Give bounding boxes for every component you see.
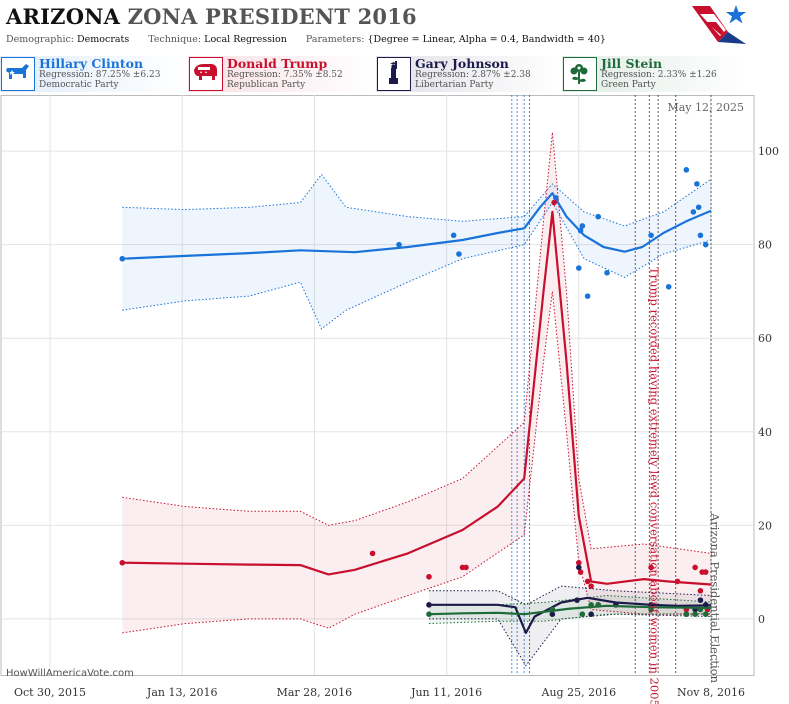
legend-item-trump: Donald Trump Regression: 7.35% ±8.52 Rep… [188, 56, 374, 92]
donald-trumppoll-point [369, 550, 376, 557]
hillary-clintonpoll-point [579, 223, 586, 229]
gary-johnsonlower-bound [429, 613, 712, 667]
hillary-clintonpoll-point [665, 283, 672, 290]
date-stamp: May 12, 2025 [667, 101, 744, 114]
hillary-clintonpoll-point [690, 209, 697, 215]
legend-item-clinton: Hillary Clinton Regression: 87.25% ±6.23… [0, 56, 186, 92]
annotation-label: Arizona Presidential Election [708, 512, 722, 684]
hillary-clintonpoll-point [648, 232, 654, 239]
jill-steinlower-bound [428, 613, 712, 624]
hillary-clintonlower-bound [122, 201, 712, 330]
donald-trumppoll-point [648, 564, 654, 571]
x-tick-label: Nov 8, 2016 [677, 686, 745, 699]
donald-trumppoll-point [692, 564, 698, 571]
gary-johnsonupper-bound [429, 585, 712, 606]
hillary-clintonpoll-point [595, 213, 601, 220]
hillary-clintonpoll-point [683, 167, 690, 173]
donald-trumppoll-point [584, 578, 591, 585]
legend-item-johnson: Gary Johnson Regression: 2.87% ±2.38 Lib… [376, 56, 562, 92]
hillary-clintonpoll-point [702, 241, 709, 248]
site-credit: HowWillAmericaVote.com [6, 668, 134, 679]
donald-trumpconfidence-band [122, 132, 712, 633]
donald-trumppoll-point [576, 559, 582, 566]
gary-johnsonpoll-point [574, 597, 580, 603]
donald-trumppoll-point [577, 569, 584, 575]
gary-johnsonpoll-point [426, 602, 432, 608]
x-tick-label: Mar 28, 2016 [277, 686, 353, 699]
donald-trumppoll-point [674, 578, 681, 585]
jill-steinpoll-point [692, 611, 698, 617]
gary-johnsontrend-line [429, 596, 712, 634]
y-tick-label: 80 [758, 239, 772, 252]
statue-of-liberty-icon [377, 57, 411, 91]
x-tick-label: Oct 30, 2015 [14, 686, 86, 699]
polling-chart: 0 20 40 60 80 100 Oct 30, 2015 Jan 13, 2016 Mar … [0, 95, 779, 704]
donald-trumppoll-point [697, 588, 704, 594]
y-tick-label: 60 [758, 332, 772, 345]
donald-trumppoll-point [551, 199, 557, 206]
jill-steintrend-line [428, 604, 712, 616]
gary-johnsonpoll-point [697, 597, 704, 603]
hillary-clintonpoll-point [450, 232, 457, 239]
hillary-clintonpoll-point [604, 269, 610, 276]
donald-trumppoll-point [426, 573, 432, 580]
jill-steinpoll-point [683, 611, 690, 617]
gary-johnsonpoll-point [576, 564, 582, 571]
jill-steinpoll-point [697, 606, 704, 613]
hillary-clintonpoll-point [553, 195, 559, 201]
jill-steinpoll-point [549, 606, 556, 613]
hillary-clintonpoll-point [456, 251, 462, 257]
jill-steinpoll-point [595, 602, 601, 608]
plot-area [0, 95, 755, 676]
donkey-icon [1, 57, 35, 91]
donald-trumptrend-line [122, 210, 712, 586]
hillary-clintonpoll-point [576, 265, 582, 271]
page-title: ARIZONA ZONA PRESIDENT 2016 [6, 4, 417, 29]
hillary-clintontrend-line [122, 192, 712, 260]
donald-trumplower-bound [122, 291, 711, 634]
x-tick-label: Aug 25, 2016 [541, 686, 617, 699]
hillary-clintonpoll-point [396, 241, 402, 248]
hillary-clintonpoll-point [695, 204, 702, 211]
gary-johnsonpoll-point [702, 602, 709, 608]
annotation-label: Trump recorded having extremely lewd con… [648, 267, 662, 704]
x-tick-label: Jun 11, 2016 [410, 686, 482, 699]
elephant-icon [189, 57, 223, 91]
jill-steinpoll-point [648, 606, 654, 613]
flower-icon [563, 57, 597, 91]
gary-johnsonpoll-point [549, 611, 556, 617]
gary-johnsonpoll-point [588, 611, 594, 617]
donald-trumpupper-bound [122, 132, 712, 554]
donald-trumppoll-point [702, 569, 709, 575]
legend-item-stein: Jill Stein Regression: 2.33% ±1.26 Green… [562, 56, 748, 92]
site-logo-icon [692, 5, 746, 44]
hillary-clintonpoll-point [697, 232, 704, 239]
y-tick-label: 40 [758, 426, 772, 439]
donald-trumppoll-point [588, 583, 594, 589]
hillary-clintonpoll-point [577, 227, 584, 234]
y-tick-label: 20 [758, 519, 772, 532]
hillary-clintonpoll-point [694, 181, 700, 187]
hillary-clintonpoll-point [119, 255, 126, 262]
y-tick-label: 0 [758, 613, 765, 626]
candidate-legend: Hillary Clinton Regression: 87.25% ±6.23… [0, 56, 789, 94]
chart-header: ARIZONA ZONA PRESIDENT 2016 Demographic:… [0, 0, 789, 95]
y-tick-label: 100 [758, 145, 779, 158]
x-tick-label: Jan 13, 2016 [146, 686, 218, 699]
jill-steinpoll-point [588, 602, 594, 608]
parameters-line: Demographic: Democrats Technique: Local … [6, 34, 606, 45]
donald-trumppoll-point [119, 559, 126, 566]
hillary-clintonupper-bound [122, 173, 712, 227]
jill-steinpoll-point [702, 611, 709, 617]
jill-steinpoll-point [579, 611, 586, 617]
jill-steinpoll-point [426, 611, 432, 617]
donald-trumppoll-point [463, 564, 469, 571]
hillary-clintonpoll-point [584, 293, 591, 299]
